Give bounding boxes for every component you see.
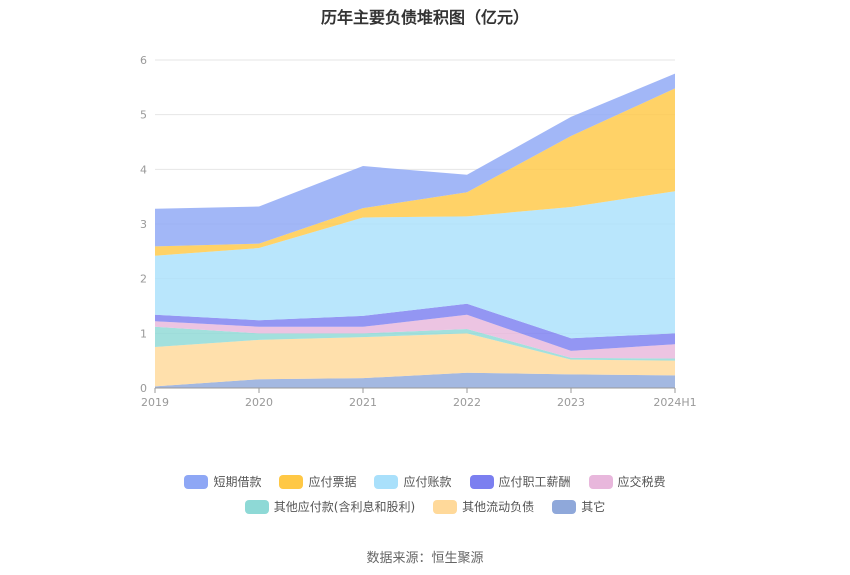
legend-swatch bbox=[244, 499, 269, 514]
legend-item[interactable]: 其他流动负债 bbox=[433, 498, 534, 515]
area-series-3 bbox=[155, 314, 675, 359]
y-tick-label: 4 bbox=[140, 163, 147, 176]
y-tick-label: 6 bbox=[140, 54, 147, 67]
legend-swatch bbox=[552, 499, 577, 514]
legend-swatch bbox=[588, 474, 613, 489]
area-series-6 bbox=[155, 88, 675, 256]
x-tick-label: 2024H1 bbox=[653, 396, 696, 409]
legend-label: 应付票据 bbox=[308, 475, 357, 489]
x-tick-label: 2019 bbox=[141, 396, 169, 409]
axis-layer: 0 1 2 3 4 5 6 2019 2020 2021 2022 2023 2024H1 bbox=[140, 54, 697, 409]
y-tick-label: 3 bbox=[140, 218, 147, 231]
x-tick-label: 2021 bbox=[349, 396, 377, 409]
area-layer bbox=[155, 73, 675, 388]
x-tick-label: 2020 bbox=[245, 396, 273, 409]
legend-label: 其它 bbox=[581, 500, 606, 514]
source-note: 数据来源：恒生聚源 bbox=[366, 551, 484, 566]
legend-label: 应付账款 bbox=[403, 475, 452, 489]
legend-swatch bbox=[469, 474, 494, 489]
legend: 短期借款 应付票据 应付账款 应付职工薪酬 应交税费 其他应付款(含利息和股利) 其他流动… bbox=[0, 473, 850, 523]
stacked-area-chart: 0 1 2 3 4 5 6 2019 2020 2021 2022 2023 2024H1 bbox=[140, 54, 697, 409]
legend-item[interactable]: 其它 bbox=[552, 498, 605, 515]
legend-label: 应付职工薪酬 bbox=[498, 475, 571, 489]
legend-item[interactable]: 应付票据 bbox=[279, 473, 356, 490]
y-tick-label: 0 bbox=[140, 382, 147, 395]
legend-swatch bbox=[184, 474, 209, 489]
legend-row-2: 其他应付款(含利息和股利) 其他流动负债 其它 bbox=[0, 498, 850, 515]
area-series-7 bbox=[155, 73, 675, 247]
legend-swatch bbox=[433, 499, 458, 514]
legend-swatch bbox=[279, 474, 304, 489]
area-series-4 bbox=[155, 303, 675, 351]
legend-label: 短期借款 bbox=[213, 475, 262, 489]
legend-item[interactable]: 短期借款 bbox=[184, 473, 261, 490]
chart-title: 历年主要负债堆积图（亿元） bbox=[320, 8, 529, 27]
legend-row-1: 短期借款 应付票据 应付账款 应付职工薪酬 应交税费 bbox=[0, 473, 850, 490]
y-tick-label: 2 bbox=[140, 273, 147, 286]
area-series-0 bbox=[155, 372, 675, 388]
area-series-5 bbox=[155, 191, 675, 339]
x-tick-label: 2022 bbox=[453, 396, 481, 409]
legend-label: 其他流动负债 bbox=[462, 500, 535, 514]
x-tick-label: 2023 bbox=[557, 396, 585, 409]
legend-swatch bbox=[374, 474, 399, 489]
legend-item[interactable]: 其他应付款(含利息和股利) bbox=[244, 498, 416, 515]
legend-item[interactable]: 应付账款 bbox=[374, 473, 452, 490]
area-series-1 bbox=[155, 333, 675, 387]
area-series-2 bbox=[155, 326, 675, 361]
y-tick-label: 5 bbox=[140, 109, 147, 122]
legend-label: 应交税费 bbox=[617, 475, 666, 489]
legend-label: 其他应付款(含利息和股利) bbox=[273, 500, 416, 514]
legend-item[interactable]: 应交税费 bbox=[588, 473, 666, 490]
legend-item[interactable]: 应付职工薪酬 bbox=[469, 473, 571, 490]
y-tick-label: 1 bbox=[140, 327, 147, 340]
